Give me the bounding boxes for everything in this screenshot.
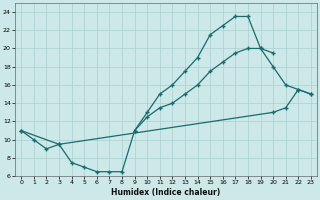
X-axis label: Humidex (Indice chaleur): Humidex (Indice chaleur) [111,188,221,197]
